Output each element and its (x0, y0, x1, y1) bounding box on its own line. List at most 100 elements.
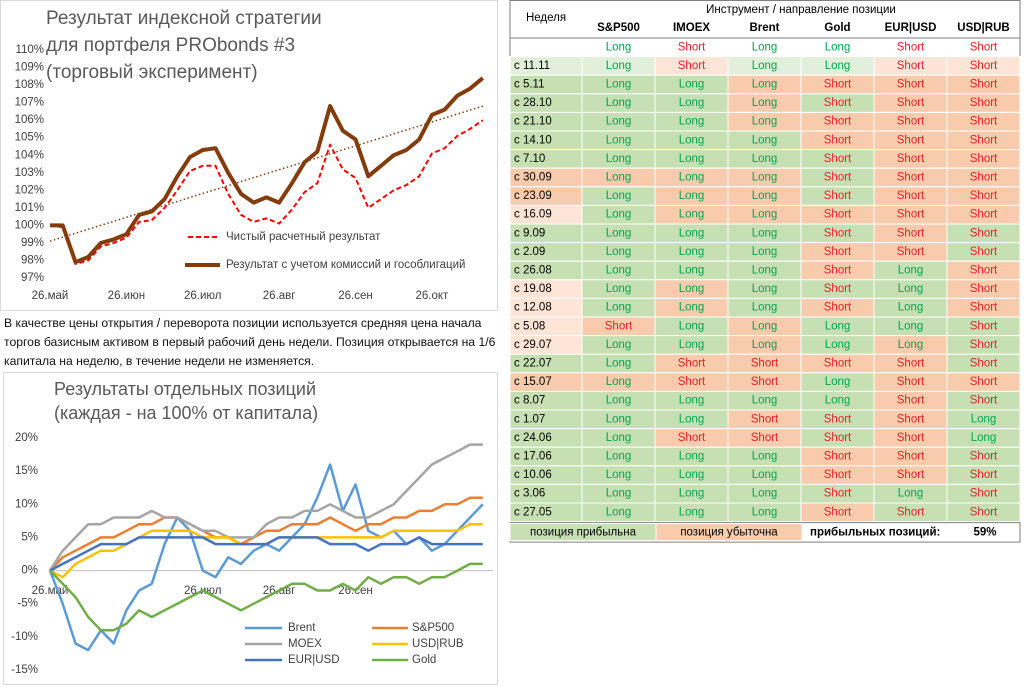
position-cell-text: Short (897, 172, 925, 184)
chart-frame (0, 0, 498, 311)
position-cell-text: Short (678, 60, 706, 72)
x-tick-label: 26.май (32, 585, 69, 597)
week-label: с 24.06 (514, 432, 552, 444)
position-cell-text: Long (679, 488, 705, 500)
position-cell-text: Long (606, 172, 632, 184)
x-tick-label: 26.авг (263, 290, 296, 302)
week-label: с 2.09 (514, 246, 545, 258)
position-cell-text: Short (970, 116, 998, 128)
series-line (50, 76, 485, 265)
position-cell-text: Short (897, 153, 925, 165)
position-cell-text: Long (606, 302, 632, 314)
position-cell-text: Long (606, 227, 632, 239)
y-tick-label: 110% (15, 44, 44, 56)
week-label: с 8.07 (514, 395, 545, 407)
position-cell-text: Short (678, 432, 706, 444)
position-cell-text: Long (606, 116, 632, 128)
week-label: с 30.09 (514, 172, 552, 184)
position-cell-text: Short (970, 60, 998, 72)
legend-label: Gold (412, 654, 436, 666)
y-tick-label: -15% (11, 664, 38, 676)
position-cell-text: Short (824, 358, 852, 370)
position-cell-text: Long (679, 116, 705, 128)
legend-cell (655, 523, 803, 542)
x-tick-label: 26.окт (415, 290, 449, 302)
position-cell-text: Short (824, 506, 852, 518)
position-cell-text: Short (897, 395, 925, 407)
position-cell-text: Long (606, 190, 632, 202)
y-tick-label: 102% (15, 184, 44, 196)
position-cell-text: Short (970, 339, 998, 351)
legend-label: Чистый расчетный результат (226, 231, 381, 243)
position-cell-text: Short (970, 41, 998, 53)
position-cell-text: Long (606, 339, 632, 351)
position-cell-text: Long (752, 320, 778, 332)
y-tick-label: 105% (15, 132, 44, 144)
position-cell-text: Long (825, 339, 851, 351)
week-label: с 28.10 (514, 97, 552, 109)
y-tick-label: 101% (15, 202, 44, 214)
position-cell-text: Long (752, 172, 778, 184)
summary-label: прибыльных позиций: (810, 527, 940, 539)
legend-label: MOEX (288, 638, 322, 650)
column-header: IMOEX (673, 22, 710, 34)
position-cell-text: Short (678, 358, 706, 370)
position-cell-text: Short (824, 488, 852, 500)
y-tick-label: 106% (15, 114, 44, 126)
position-cell-text: Long (679, 134, 705, 146)
position-cell-text: Long (679, 339, 705, 351)
position-cell-text: Short (824, 246, 852, 258)
position-cell-text: Long (825, 395, 851, 407)
position-cell-text: Long (606, 41, 632, 53)
position-cell-text: Short (897, 41, 925, 53)
position-cell-text: Short (824, 97, 852, 109)
y-tick-label: 109% (15, 62, 44, 74)
position-cell-text: Long (752, 134, 778, 146)
chart-title: Результат индексной стратегии (46, 8, 322, 29)
y-tick-label: 98% (21, 254, 44, 266)
position-cell-text: Long (679, 469, 705, 481)
position-cell-text: Short (970, 376, 998, 388)
position-cell-text: Long (606, 469, 632, 481)
position-cell-text: Long (752, 469, 778, 481)
position-cell-text: Short (970, 246, 998, 258)
position-cell-text: Long (752, 246, 778, 258)
position-cell-text: Short (970, 97, 998, 109)
position-cell-text: Long (752, 488, 778, 500)
y-tick-label: 5% (21, 531, 38, 543)
position-cell-text: Long (606, 60, 632, 72)
position-cell-text: Long (606, 395, 632, 407)
position-cell-text: Long (606, 265, 632, 277)
x-tick-label: 26.июл (184, 290, 222, 302)
position-cell-text: Short (970, 320, 998, 332)
legend-label: EUR|USD (288, 654, 340, 666)
series-line (49, 562, 483, 632)
column-header: Brent (749, 22, 779, 34)
position-cell-text: Long (752, 60, 778, 72)
position-cell-text: Short (751, 376, 779, 388)
position-cell-text: Short (678, 41, 706, 53)
position-cell-text: Long (606, 358, 632, 370)
y-tick-label: 15% (15, 465, 38, 477)
position-cell-text: Long (971, 432, 997, 444)
position-cell-text: Short (897, 60, 925, 72)
y-tick-label: -10% (11, 631, 38, 643)
position-cell-text: Short (897, 246, 925, 258)
summary-value: 59% (973, 527, 996, 539)
series-line (48, 443, 483, 572)
week-label: с 14.10 (514, 134, 552, 146)
week-label: с 7.10 (514, 153, 545, 165)
position-cell-text: Long (752, 153, 778, 165)
position-cell-text: Long (752, 302, 778, 314)
chart-title: (торговый эксперимент) (46, 62, 258, 83)
column-header: Gold (824, 22, 850, 34)
position-cell-text: Short (970, 283, 998, 295)
position-cell-text: Long (898, 283, 924, 295)
position-cell-text: Long (752, 79, 778, 91)
position-cell-text: Long (752, 265, 778, 277)
position-cell-text: Long (752, 339, 778, 351)
position-cell-text: Long (679, 209, 705, 221)
position-cell (946, 502, 1021, 523)
position-cell-text: Long (606, 246, 632, 258)
